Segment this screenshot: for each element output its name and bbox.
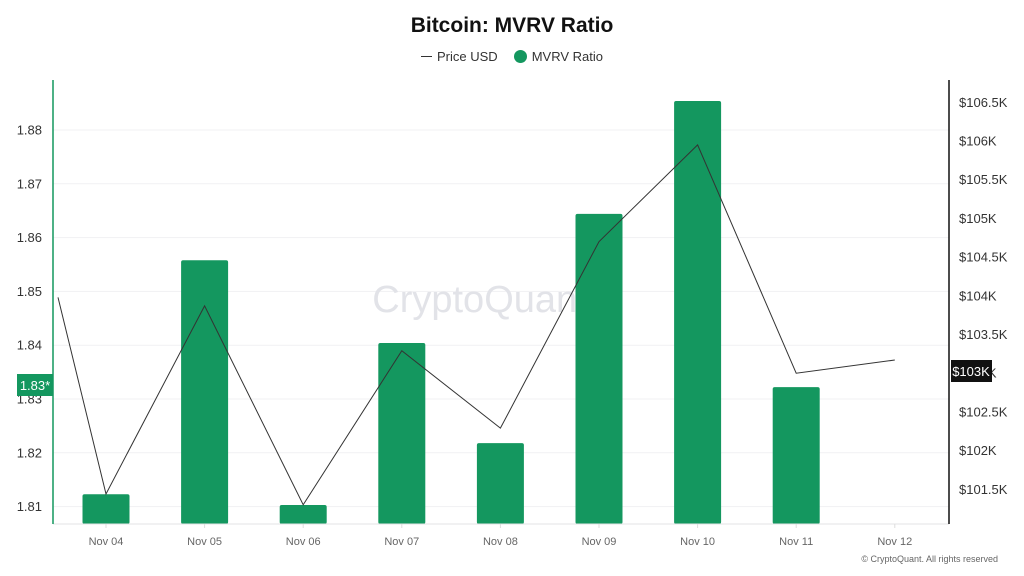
right-axis-tick: $104K [959,288,997,303]
left-axis-tick: 1.85 [17,284,42,299]
x-axis-tick: Nov 10 [680,536,715,548]
line-marker-icon [421,56,432,57]
left-axis-tick: 1.81 [17,499,42,514]
x-axis-tick: Nov 08 [483,536,518,548]
left-axis-tick: 1.82 [17,445,42,460]
right-axis-tick: $102K [959,443,997,458]
right-axis-tick: $105.5K [959,172,1008,187]
mvrv-bar[interactable] [378,343,426,524]
right-axis-tick: $101.5K [959,482,1008,497]
mvrv-bar[interactable] [181,260,229,524]
legend-item-mvrv[interactable]: MVRV Ratio [513,49,603,64]
price-line[interactable] [57,144,895,506]
x-axis-tick: Nov 11 [779,536,813,548]
mvrv-bar[interactable] [674,100,722,524]
current-mvrv-badge [17,374,53,396]
left-axis-tick: 1.84 [17,338,42,353]
right-axis-tick: $102.5K [959,404,1008,419]
legend-label: MVRV Ratio [531,49,603,64]
x-axis-tick: Nov 06 [286,536,321,548]
x-axis-tick: Nov 09 [582,536,617,548]
left-axis-tick: 1.88 [17,123,42,138]
x-axis-tick: Nov 07 [384,536,419,548]
mvrv-bar[interactable] [575,213,623,525]
copyright-footer: © CryptoQuant. All rights reserved [861,554,998,564]
x-axis-tick: Nov 12 [877,536,912,548]
left-axis-tick: 1.87 [17,176,42,191]
watermark: CryptoQuant [372,279,588,321]
current-price-badge [951,360,992,382]
legend-item-price[interactable]: Price USD [421,49,498,64]
chart-title: Bitcoin: MVRV Ratio [410,14,614,37]
x-axis-tick: Nov 04 [89,536,124,548]
right-axis-tick: $106.5K [959,95,1008,110]
right-axis-tick: $105K [959,211,997,226]
mvrv-bar[interactable] [476,443,524,524]
current-price-value: $103K [952,364,990,379]
dot-marker-icon [513,50,527,63]
x-axis-tick: Nov 05 [187,536,222,548]
mvrv-bar[interactable] [279,504,327,524]
mvrv-bar[interactable] [82,494,130,524]
legend: Price USD MVRV Ratio [0,49,1024,64]
current-mvrv-value: 1.83* [20,378,50,393]
mvrv-bar[interactable] [772,387,820,524]
right-axis-tick: $104.5K [959,250,1008,265]
right-axis-tick: $103.5K [959,327,1008,342]
legend-label: Price USD [437,49,498,64]
right-axis-tick: $106K [959,134,997,149]
left-axis-tick: 1.86 [17,230,42,245]
